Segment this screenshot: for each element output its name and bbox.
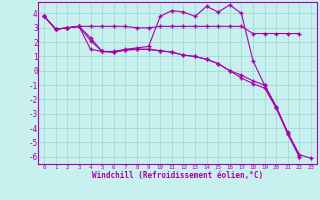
X-axis label: Windchill (Refroidissement éolien,°C): Windchill (Refroidissement éolien,°C) bbox=[92, 171, 263, 180]
